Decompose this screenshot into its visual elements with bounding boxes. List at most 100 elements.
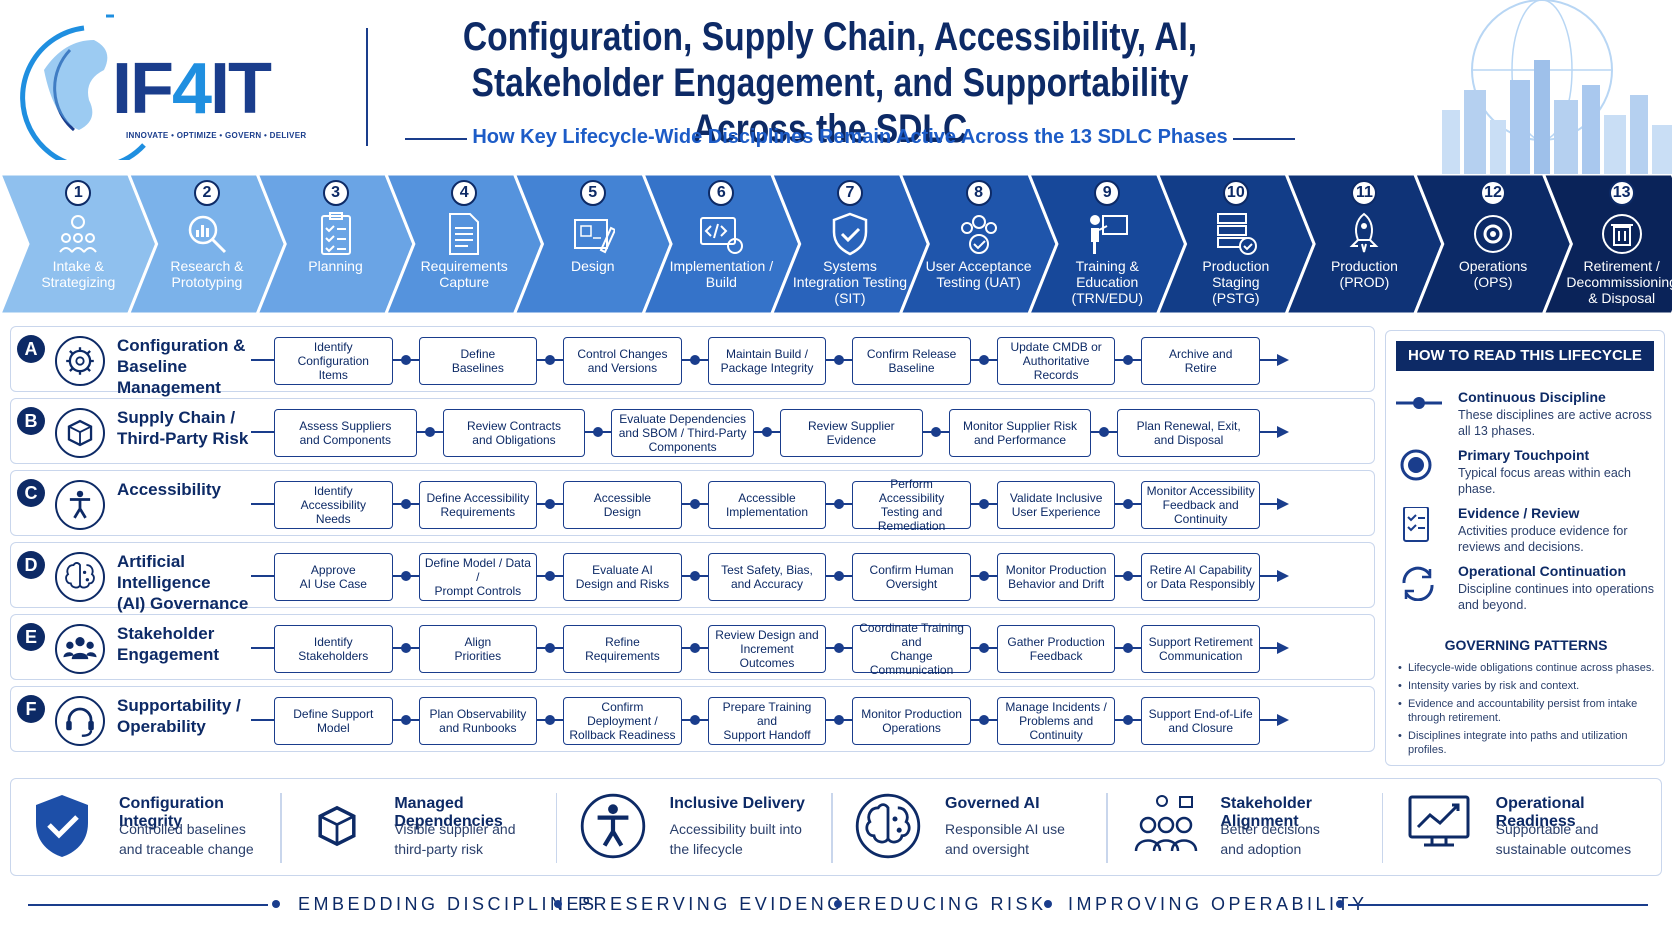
legend-item-desc: Typical focus areas within each phase.: [1458, 466, 1632, 496]
outcome-title: Configuration Integrity: [119, 795, 224, 830]
clipboard-checklist-icon: [320, 212, 351, 255]
legend-item-continuous: Continuous Discipline These disciplines …: [1396, 389, 1658, 447]
legend-item-desc: Discipline continues into operations and…: [1458, 582, 1654, 612]
outcome-desc: Visible supplier and third-party risk: [394, 821, 516, 857]
phase-chevron-4: [384, 174, 545, 314]
touchpoint-box: Review Design and Increment Outcomes: [707, 625, 827, 673]
phase-chevron-12: [1413, 174, 1574, 314]
touchpoint-box: Define Accessibility Requirements: [418, 481, 538, 529]
target-circle-icon: [1400, 449, 1432, 481]
subtitle-block: How Key Lifecycle-Wide Disciplines Remai…: [405, 124, 1295, 154]
touchpoint-dot: [1099, 427, 1110, 437]
touchpoint-box: Confirm Deployment / Rollback Readiness: [563, 697, 682, 745]
touchpoint-dot: [593, 427, 604, 437]
touchpoint-box: Define Support Model: [274, 697, 393, 745]
code-gear-icon: [700, 217, 744, 254]
touchpoint-box: Prepare Training and Support Handoff: [707, 697, 827, 745]
touchpoint-dot: [424, 427, 435, 437]
touchpoint-dot: [400, 355, 411, 365]
pattern-item: Disciplines integrate into paths and uti…: [1398, 729, 1660, 757]
touchpoint-dot: [1123, 499, 1134, 509]
phase-number: 4: [451, 180, 478, 206]
outcomes-strip: Configuration Integrity Controlled basel…: [10, 778, 1662, 876]
touchpoint-dot: [689, 643, 700, 653]
touchpoint-dot: [545, 499, 556, 509]
phase-label: Intake & Strategizing: [41, 258, 116, 290]
page-subtitle: How Key Lifecycle-Wide Disciplines Remai…: [472, 126, 1228, 148]
presenter-board-icon: [1090, 215, 1129, 254]
gear-cycle-icon: [1474, 215, 1513, 253]
footer-phrase: PRESERVING EVIDENCE: [578, 894, 860, 914]
touchpoint-box: Monitor Production Operations: [852, 697, 971, 745]
phase-number: 3: [322, 180, 349, 206]
touchpoint-box: Validate Inclusive User Experience: [996, 481, 1116, 529]
phase-1: 1 Intake & Strategizing: [4, 174, 153, 314]
discipline-row-e: E Stakeholder Engagement Identify Stakeh…: [10, 614, 1375, 680]
track-arrowhead-icon: [1277, 642, 1289, 654]
phase-number: 10: [1222, 180, 1249, 206]
legend-item-desc: These disciplines are active across all …: [1458, 408, 1652, 438]
checklist-icon: [1403, 507, 1429, 542]
discipline-row-d: D Artificial Intelligence (AI) Governanc…: [10, 542, 1375, 613]
touchpoint-box: Identify Accessibility Needs: [274, 481, 393, 529]
touchpoint-dot: [834, 715, 845, 725]
touchpoint-dot: [400, 499, 411, 509]
touchpoint-box: Manage Incidents / Problems and Continui…: [996, 697, 1116, 745]
phase-10: 10 Production Staging (PSTG): [1162, 174, 1311, 314]
group-icon: [55, 624, 105, 674]
phase-number: 13: [1608, 180, 1635, 206]
discipline-label: Configuration & Baseline Management: [117, 336, 246, 397]
phase-chevron-bar: 1 Intake & Strategizing 2 Research & Prot…: [0, 174, 1672, 314]
phase-7: 7 Systems Integration Testing (SIT): [776, 174, 925, 314]
discipline-rows: A Configuration & Baseline Management Id…: [10, 326, 1375, 766]
accessibility-icon: [580, 793, 645, 859]
phase-chevron-11: [1284, 174, 1445, 314]
touchpoint-dot: [1123, 571, 1134, 581]
header: IF4IT INNOVATE • OPTIMIZE • GOVERN • DEL…: [0, 0, 1672, 180]
touchpoint-box: Evaluate Dependencies and SBOM / Third-P…: [611, 409, 754, 457]
footer-dot: [554, 900, 562, 908]
footer-dot: [1044, 900, 1052, 908]
people-lightbulb-icon: [59, 215, 98, 253]
track-arrowhead-icon: [1277, 354, 1289, 366]
discipline-row-c: C Accessibility Identify Accessibility N…: [10, 470, 1375, 536]
subtitle-rule-right: [1233, 138, 1295, 140]
phase-number: 6: [708, 180, 735, 206]
phase-label: Requirements Capture: [420, 258, 508, 290]
touchpoint-box: Archive and Retire: [1141, 337, 1260, 385]
legend-item-title: Evidence / Review: [1458, 505, 1580, 521]
phase-label: Implementation / Build: [669, 258, 774, 290]
phase-label: Production Staging (PSTG): [1202, 258, 1270, 306]
gear-icon: [55, 336, 105, 386]
track-arrowhead-icon: [1277, 498, 1289, 510]
cycle-arrows-icon: [1402, 566, 1434, 601]
legend-item-title: Primary Touchpoint: [1458, 447, 1590, 463]
touchpoint-box: Support End-of-Life and Closure: [1141, 697, 1260, 745]
footer-phrase: EMBEDDING DISCIPLINES: [298, 894, 598, 914]
touchpoint-box: Perform Accessibility Testing and Remedi…: [852, 477, 971, 533]
pattern-item: Intensity varies by risk and context.: [1398, 679, 1660, 693]
footer-dot: [834, 900, 842, 908]
touchpoint-box: Review Supplier Evidence: [780, 409, 923, 457]
outcome-divider: [555, 793, 558, 863]
legend-panel: HOW TO READ THIS LIFECYCLE VIEW Continuo…: [1385, 330, 1665, 766]
outcome-item: Inclusive Delivery Accessibility built i…: [562, 779, 832, 877]
outcome-desc: Responsible AI use and oversight: [945, 821, 1065, 857]
legend-item-evidence: Evidence / Review Activities produce evi…: [1396, 505, 1658, 563]
phase-chevron-10: [1155, 174, 1316, 314]
touchpoint-dot: [834, 499, 845, 509]
touchpoint-dot: [545, 571, 556, 581]
phase-label: Systems Integration Testing (SIT): [792, 258, 908, 306]
touchpoint-box: Control Changes and Versions: [563, 337, 682, 385]
discipline-label: Accessibility: [117, 480, 221, 499]
touchpoint-dot: [545, 355, 556, 365]
touchpoint-box: Test Safety, Bias, and Accuracy: [707, 553, 827, 601]
outcome-divider: [1106, 793, 1108, 863]
phase-chevron-7: [770, 174, 930, 314]
touchpoint-box: Retire AI Capability or Data Responsibly: [1141, 553, 1260, 601]
footer-rule-right: [1348, 904, 1648, 906]
phase-chevron-13: [1541, 174, 1672, 314]
outcome-title: Operational Readiness: [1495, 795, 1585, 830]
package-icon: [55, 408, 105, 458]
line-dot-icon: [1396, 397, 1442, 409]
